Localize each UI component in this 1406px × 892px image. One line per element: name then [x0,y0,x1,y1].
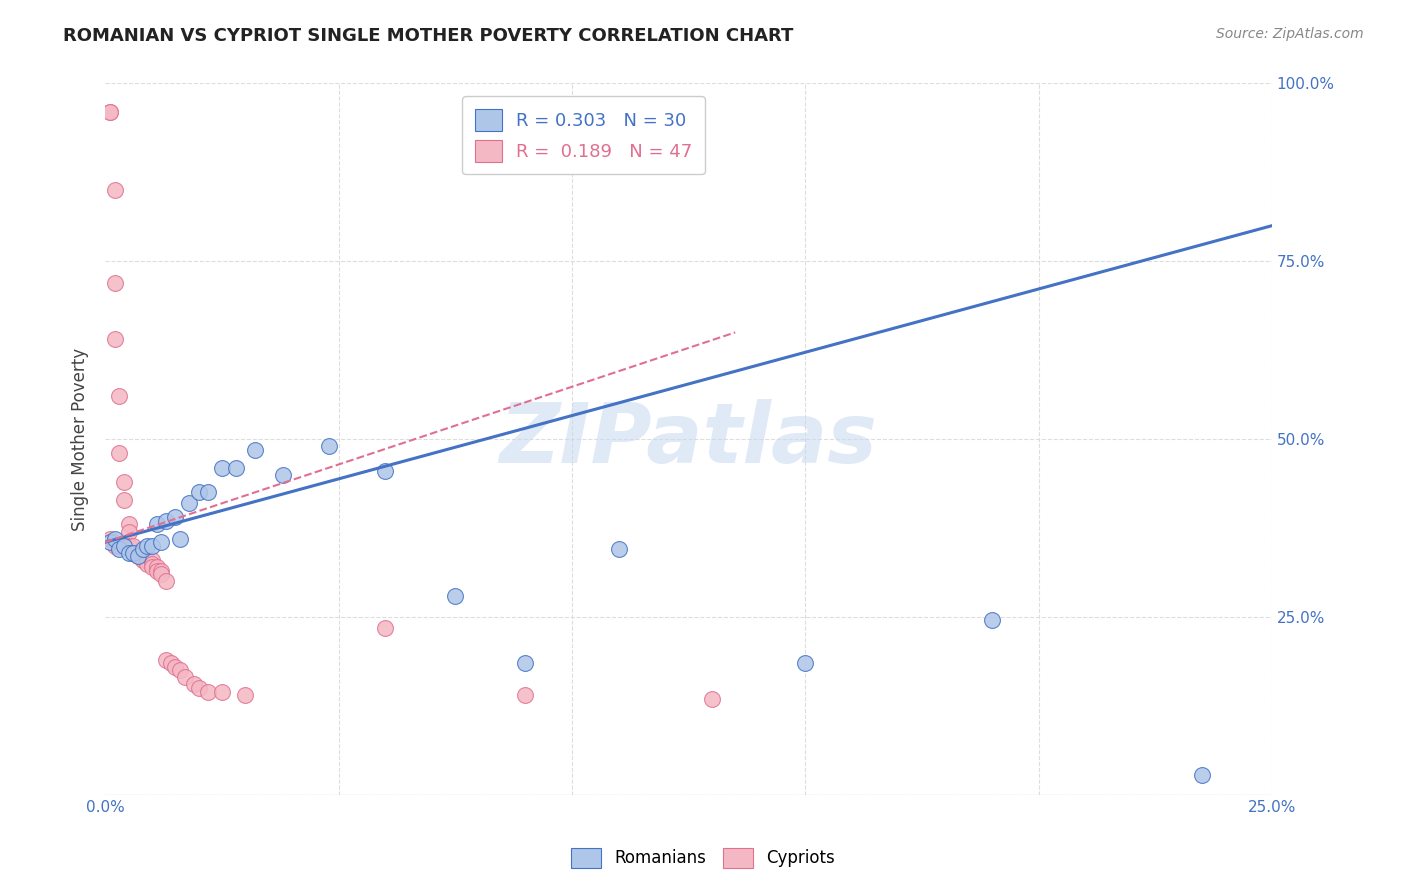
Point [169,532,191,546]
Point [136,539,159,553]
Point [515,688,537,702]
Point [131,553,153,567]
Point [112,539,135,553]
Point [136,553,159,567]
Point [150,564,173,578]
Point [98,104,121,119]
Point [233,688,256,702]
Point [108,389,131,403]
Text: Source: ZipAtlas.com: Source: ZipAtlas.com [1216,27,1364,41]
Point [98,104,121,119]
Point [179,496,201,510]
Point [122,546,145,560]
Point [117,546,139,560]
Point [122,546,145,560]
Point [112,475,135,489]
Legend: Romanians, Cypriots: Romanians, Cypriots [564,841,842,875]
Point [145,564,167,578]
Point [141,539,163,553]
Legend: R = 0.303   N = 30, R =  0.189   N = 47: R = 0.303 N = 30, R = 0.189 N = 47 [463,96,704,174]
Point [127,546,149,560]
Point [211,460,233,475]
Point [127,549,149,564]
Point [155,652,177,666]
Point [108,446,131,460]
Point [117,524,139,539]
Point [155,574,177,589]
Point [131,553,153,567]
Point [117,517,139,532]
Point [155,514,177,528]
Point [145,517,167,532]
Point [197,485,219,500]
Text: ZIPatlas: ZIPatlas [499,399,877,480]
Point [141,560,163,574]
Point [211,684,233,698]
Point [150,567,173,582]
Point [374,621,396,635]
Point [183,677,205,691]
Point [136,557,159,571]
Point [127,549,149,564]
Text: ROMANIAN VS CYPRIOT SINGLE MOTHER POVERTY CORRELATION CHART: ROMANIAN VS CYPRIOT SINGLE MOTHER POVERT… [63,27,793,45]
Point [169,663,191,677]
Point [150,535,173,549]
Point [103,276,125,290]
Point [700,691,723,706]
Point [98,532,121,546]
Point [374,464,396,478]
Point [108,542,131,557]
Point [271,467,294,482]
Point [117,539,139,553]
Point [103,183,125,197]
Point [131,542,153,557]
Point [243,442,266,457]
Point [103,539,125,553]
Point [515,656,537,670]
Point [165,659,187,673]
Point [197,684,219,698]
Point [980,614,1002,628]
Point [103,333,125,347]
Point [108,539,131,553]
Point [112,492,135,507]
Point [141,553,163,567]
Point [103,532,125,546]
Y-axis label: Single Mother Poverty: Single Mother Poverty [72,348,89,531]
Point [187,485,209,500]
Point [1191,768,1213,782]
Point [112,539,135,553]
Point [165,510,187,524]
Point [122,539,145,553]
Point [607,542,630,557]
Point [173,670,195,684]
Point [794,656,817,670]
Point [225,460,247,475]
Point [187,681,209,695]
Point [159,656,181,670]
Point [141,557,163,571]
Point [98,535,121,549]
Point [444,589,467,603]
Point [131,549,153,564]
Point [318,439,340,453]
Point [108,539,131,553]
Point [145,560,167,574]
